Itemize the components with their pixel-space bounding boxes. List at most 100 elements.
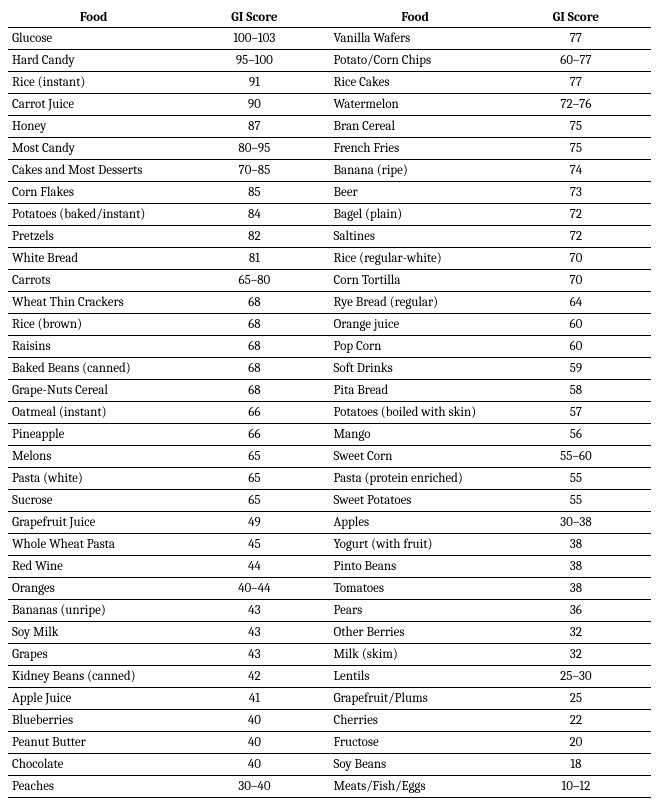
- table-row: Glucose100–103Vanilla Wafers77: [8, 28, 651, 50]
- food-cell: Potatoes (boiled with skin): [329, 402, 500, 424]
- score-cell: 66: [179, 402, 329, 424]
- table-row: Soy Milk43Other Berries32: [8, 622, 651, 644]
- score-cell: 64: [501, 292, 651, 314]
- food-cell: Bananas (unripe): [8, 600, 179, 622]
- table-row: Pineapple66Mango56: [8, 424, 651, 446]
- table-row: Grape-Nuts Cereal68Pita Bread58: [8, 380, 651, 402]
- food-cell: Grapefruit/Plums: [329, 688, 500, 710]
- score-cell: 43: [179, 622, 329, 644]
- score-cell: 68: [179, 380, 329, 402]
- table-row: Raisins68Pop Corn60: [8, 336, 651, 358]
- food-cell: White Bread: [8, 248, 179, 270]
- score-cell: 38: [501, 556, 651, 578]
- food-cell: Pears: [329, 600, 500, 622]
- food-cell: Rice (regular-white): [329, 248, 500, 270]
- header-food-left: Food: [8, 8, 179, 28]
- table-row: Peaches30–40Meats/Fish/Eggs10–12: [8, 776, 651, 798]
- table-row: Carrots65–80Corn Tortilla70: [8, 270, 651, 292]
- score-cell: 25–30: [501, 666, 651, 688]
- food-cell: Most Candy: [8, 138, 179, 160]
- score-cell: 25: [501, 688, 651, 710]
- food-cell: Rice (brown): [8, 314, 179, 336]
- food-cell: Baked Beans (canned): [8, 358, 179, 380]
- score-cell: 84: [179, 204, 329, 226]
- score-cell: 95–100: [179, 50, 329, 72]
- table-row: White Bread81Rice (regular-white)70: [8, 248, 651, 270]
- food-cell: French Fries: [329, 138, 500, 160]
- food-cell: Milk (skim): [329, 644, 500, 666]
- table-row: Bananas (unripe)43Pears36: [8, 600, 651, 622]
- table-row: Rice (instant)91Rice Cakes77: [8, 72, 651, 94]
- table-row: Sucrose65Sweet Potatoes55: [8, 490, 651, 512]
- score-cell: 59: [501, 358, 651, 380]
- food-cell: Peaches: [8, 776, 179, 798]
- food-cell: Bran Cereal: [329, 116, 500, 138]
- score-cell: 18: [501, 754, 651, 776]
- food-cell: Sucrose: [8, 490, 179, 512]
- table-row: Whole Wheat Pasta45Yogurt (with fruit)38: [8, 534, 651, 556]
- food-cell: Rice (instant): [8, 72, 179, 94]
- score-cell: 40: [179, 732, 329, 754]
- food-cell: Grapefruit Juice: [8, 512, 179, 534]
- food-cell: Apples: [329, 512, 500, 534]
- score-cell: 70: [501, 248, 651, 270]
- food-cell: Peanut Butter: [8, 732, 179, 754]
- food-cell: Pineapple: [8, 424, 179, 446]
- food-cell: Soft Drinks: [329, 358, 500, 380]
- score-cell: 32: [501, 622, 651, 644]
- food-cell: Carrots: [8, 270, 179, 292]
- score-cell: 74: [501, 160, 651, 182]
- food-cell: Raisins: [8, 336, 179, 358]
- food-cell: Whole Wheat Pasta: [8, 534, 179, 556]
- food-cell: Sweet Corn: [329, 446, 500, 468]
- score-cell: 72: [501, 226, 651, 248]
- food-cell: Potatoes (baked/instant): [8, 204, 179, 226]
- score-cell: 65: [179, 490, 329, 512]
- food-cell: Mango: [329, 424, 500, 446]
- food-cell: Glucose: [8, 28, 179, 50]
- header-score-right: GI Score: [501, 8, 651, 28]
- table-row: Melons65Sweet Corn55–60: [8, 446, 651, 468]
- score-cell: 58: [501, 380, 651, 402]
- food-cell: Rye Bread (regular): [329, 292, 500, 314]
- score-cell: 81: [179, 248, 329, 270]
- food-cell: Meats/Fish/Eggs: [329, 776, 500, 798]
- score-cell: 49: [179, 512, 329, 534]
- score-cell: 68: [179, 314, 329, 336]
- food-cell: Soy Beans: [329, 754, 500, 776]
- table-row: Honey87Bran Cereal75: [8, 116, 651, 138]
- score-cell: 72: [501, 204, 651, 226]
- score-cell: 72–76: [501, 94, 651, 116]
- header-score-left: GI Score: [179, 8, 329, 28]
- table-row: Potatoes (baked/instant)84Bagel (plain)7…: [8, 204, 651, 226]
- score-cell: 40–44: [179, 578, 329, 600]
- header-food-right: Food: [329, 8, 500, 28]
- food-cell: Cherries: [329, 710, 500, 732]
- score-cell: 38: [501, 578, 651, 600]
- score-cell: 42: [179, 666, 329, 688]
- food-cell: Grapes: [8, 644, 179, 666]
- food-cell: Saltines: [329, 226, 500, 248]
- score-cell: 36: [501, 600, 651, 622]
- table-row: Pretzels82Saltines72: [8, 226, 651, 248]
- score-cell: 57: [501, 402, 651, 424]
- food-cell: Melons: [8, 446, 179, 468]
- score-cell: 45: [179, 534, 329, 556]
- table-row: Corn Flakes85Beer73: [8, 182, 651, 204]
- gi-table: Food GI Score Food GI Score Glucose100–1…: [8, 8, 651, 798]
- food-cell: Carrot Juice: [8, 94, 179, 116]
- food-cell: Fructose: [329, 732, 500, 754]
- score-cell: 30–40: [179, 776, 329, 798]
- food-cell: Honey: [8, 116, 179, 138]
- table-row: Blueberries40Cherries22: [8, 710, 651, 732]
- food-cell: Other Berries: [329, 622, 500, 644]
- score-cell: 10–12: [501, 776, 651, 798]
- table-row: Grapes43Milk (skim)32: [8, 644, 651, 666]
- table-body: Glucose100–103Vanilla Wafers77Hard Candy…: [8, 28, 651, 798]
- score-cell: 65: [179, 468, 329, 490]
- table-row: Grapefruit Juice49Apples30–38: [8, 512, 651, 534]
- score-cell: 55: [501, 490, 651, 512]
- score-cell: 32: [501, 644, 651, 666]
- score-cell: 38: [501, 534, 651, 556]
- food-cell: Orange juice: [329, 314, 500, 336]
